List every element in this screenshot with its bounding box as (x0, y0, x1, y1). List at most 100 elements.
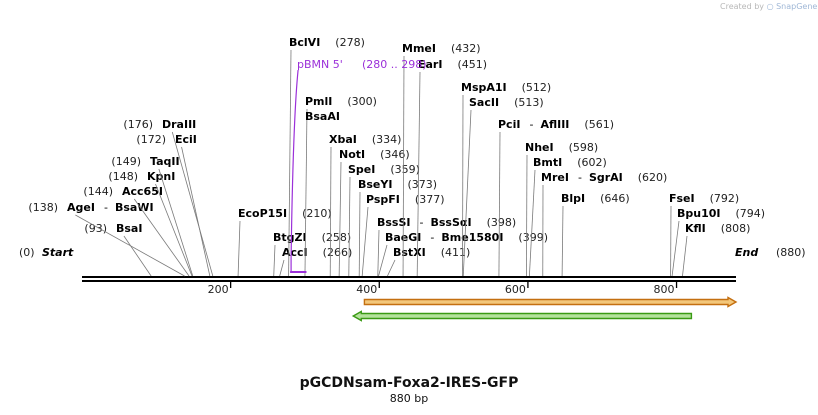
site-leader-ecop15i (237, 220, 241, 277)
ruler-label-200: 200 (208, 283, 229, 296)
end-label: End (735, 246, 758, 259)
site-position-eari: (451) (457, 58, 487, 71)
site-position-xbai: (334) (372, 133, 402, 146)
plasmid-size: 880 bp (389, 392, 429, 405)
site-leader-sacii (462, 109, 472, 277)
site-position-mspa1i: (512) (522, 81, 552, 94)
site-leader-agei (75, 214, 185, 277)
site-acc65i: (144) Acc65I (83, 185, 190, 277)
site-baegi: BaeGI - Bme1580I (399) (378, 231, 548, 277)
site-btgzi: BtgZI (258) (273, 231, 352, 277)
site-pspfi: PspFI (377) (361, 193, 445, 277)
site-label-taqii: TaqII (150, 155, 180, 168)
site-noti: NotI (346) (338, 148, 410, 277)
site-leader-mmei (402, 55, 405, 277)
site-position-kpni: (148) (108, 170, 138, 183)
site-position-draiii: (176) (123, 118, 153, 131)
credit-brand: SnapGene (776, 2, 818, 11)
ruler-label-800: 800 (654, 283, 675, 296)
site-leader-noti (338, 161, 342, 277)
site-alt-label-bsssi: BssSαI (431, 216, 472, 229)
site-position-bsai: (93) (84, 222, 107, 235)
site-bsaai: BsaAI (305, 110, 340, 123)
site-bsai: (93) BsaI (84, 222, 152, 277)
site-label-bseyi: BseYI (358, 178, 392, 191)
site-leader-bseyi (358, 191, 361, 277)
site-position-btgzi: (258) (322, 231, 352, 244)
site-leader-eari (416, 71, 421, 277)
site-bsssi: BssSI - BssSαI (398) (377, 216, 517, 277)
site-position-nhei: (598) (569, 141, 599, 154)
site-label-agei: AgeI (67, 201, 95, 214)
site-leader-baegi (378, 244, 388, 277)
site-leader-nhei (526, 154, 528, 277)
site-position-mmei: (432) (451, 42, 481, 55)
site-dash-agei: - (104, 201, 108, 214)
site-bpu10i: Bpu10I (794) (671, 207, 766, 277)
site-bmti: BmtI (602) (528, 156, 607, 277)
site-alt-label-baegi: Bme1580I (441, 231, 503, 244)
site-position-pcii: (561) (584, 118, 614, 131)
site-mmei: MmeI (432) (402, 42, 481, 277)
site-position-bpu10i: (794) (736, 207, 766, 220)
site-label-pmli: PmlI (305, 95, 332, 108)
site-position-baegi: (399) (518, 231, 548, 244)
features (351, 296, 738, 322)
site-nhei: NheI (598) (525, 141, 599, 277)
site-label-bclvi: BclVI (289, 36, 320, 49)
site-dash-mrei: - (578, 171, 582, 184)
plasmid-title: pGCDNsam-Foxa2-IRES-GFP (299, 375, 519, 391)
site-leader-bmti (528, 169, 536, 277)
primer-leader (290, 69, 299, 272)
site-leader-blpi (561, 205, 564, 277)
start-label: Start (42, 246, 74, 259)
site-bseyi: BseYI (373) (358, 178, 437, 277)
site-label-bmti: BmtI (533, 156, 562, 169)
site-bclvi: BclVI (278) (288, 36, 365, 277)
site-leader-xbai (329, 146, 332, 277)
site-label-btgzi: BtgZI (273, 231, 307, 244)
site-position-agei: (138) (28, 201, 58, 214)
site-label-xbai: XbaI (329, 133, 357, 146)
site-label-bsai: BsaI (116, 222, 142, 235)
site-label-spei: SpeI (348, 163, 375, 176)
site-dash-baegi: - (430, 231, 434, 244)
site-alt-label-agei: BsaWI (115, 201, 154, 214)
site-position-blpi: (646) (600, 192, 630, 205)
site-leader-bsssi (377, 229, 380, 277)
site-fsei: FseI (792) (669, 192, 740, 277)
site-label-sacii: SacII (469, 96, 499, 109)
site-bstxi: BstXI (411) (387, 246, 471, 277)
site-position-bseyi: (373) (407, 178, 437, 191)
site-leader-spei (348, 176, 351, 277)
site-label-mrei: MreI (541, 171, 569, 184)
site-label-acci: AccI (282, 246, 308, 259)
site-position-bsssi: (398) (487, 216, 517, 229)
forward-feature (363, 296, 738, 308)
site-label-fsei: FseI (669, 192, 695, 205)
credit-prefix: Created by (720, 2, 765, 11)
site-blpi: BlpI (646) (561, 192, 630, 277)
site-label-mspa1i: MspA1I (461, 81, 507, 94)
site-position-pmli: (300) (347, 95, 377, 108)
site-dash-bsssi: - (420, 216, 424, 229)
site-label-kfli: KflI (685, 222, 706, 235)
site-position-taqii: (149) (111, 155, 141, 168)
site-xbai: XbaI (334) (329, 133, 402, 277)
site-taqii: (149) TaqII (111, 155, 194, 277)
site-position-noti: (346) (380, 148, 410, 161)
site-leader-taqii (158, 168, 194, 277)
site-ecii: (172) EciI (136, 133, 211, 277)
site-kpni: (148)KpnI (108, 170, 193, 277)
site-position-bstxi: (411) (441, 246, 471, 259)
site-dash-pcii: - (529, 118, 533, 131)
site-label-blpi: BlpI (561, 192, 585, 205)
site-leader-kfli (682, 235, 688, 277)
site-position-fsei: (792) (710, 192, 740, 205)
site-sacii: SacII (513) (462, 96, 544, 277)
site-mrei: MreI - SgrAI (620) (541, 171, 667, 277)
site-label-pcii: PciI (498, 118, 520, 131)
site-label-mmei: MmeI (402, 42, 436, 55)
site-leader-pspfi (361, 206, 369, 277)
